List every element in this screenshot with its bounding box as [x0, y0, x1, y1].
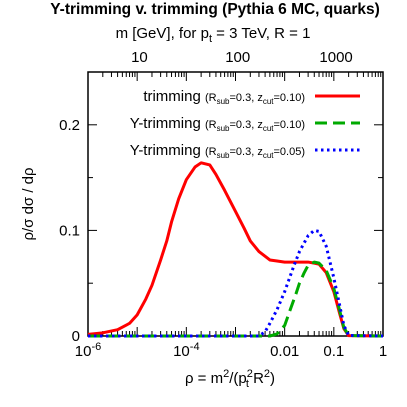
legend-label: Y-trimming (Rsub=0.3, zcut=0.10) — [130, 115, 305, 133]
top-tick-label: 10 — [131, 49, 148, 66]
x-tick-labels: 10-6 10-4 0.01 0.1 1 — [75, 341, 387, 360]
x-axis-label: ρ = m2/(p2 t R2) — [185, 368, 275, 390]
chart-title: Y-trimming v. trimming (Pythia 6 MC, qua… — [50, 1, 380, 18]
y-tick-label: 0.2 — [59, 117, 80, 134]
plot-frame — [87, 71, 384, 337]
top-tick-labels: 10 100 1000 — [131, 49, 353, 66]
legend: trimming (Rsub=0.3, zcut=0.10) Y-trimming… — [130, 88, 360, 160]
x-tick-label: 1 — [379, 343, 387, 360]
legend-label: trimming (Rsub=0.3, zcut=0.10) — [143, 88, 305, 106]
x-tick-label: 0.01 — [270, 343, 299, 360]
y-tick-label: 0 — [72, 328, 80, 345]
y-tick-label: 0.1 — [59, 222, 80, 239]
top-tick-label: 1000 — [319, 49, 352, 66]
y-tick-labels: 0 0.1 0.2 — [59, 117, 80, 345]
top-tick-label: 100 — [225, 49, 250, 66]
y-axis-label: ρ/σ dσ / dρ — [20, 167, 37, 240]
x-tick-label: 10-6 — [75, 341, 101, 360]
top-axis-label: m [GeV], for pt = 3 TeV, R = 1 — [116, 25, 311, 45]
x-tick-label: 0.1 — [323, 343, 344, 360]
tick-marks — [87, 71, 383, 337]
legend-label: Y-trimming (Rsub=0.3, zcut=0.05) — [130, 142, 305, 160]
series-line-3 — [88, 228, 384, 338]
x-tick-label: 10-4 — [173, 341, 199, 360]
series-lines — [87, 161, 384, 338]
